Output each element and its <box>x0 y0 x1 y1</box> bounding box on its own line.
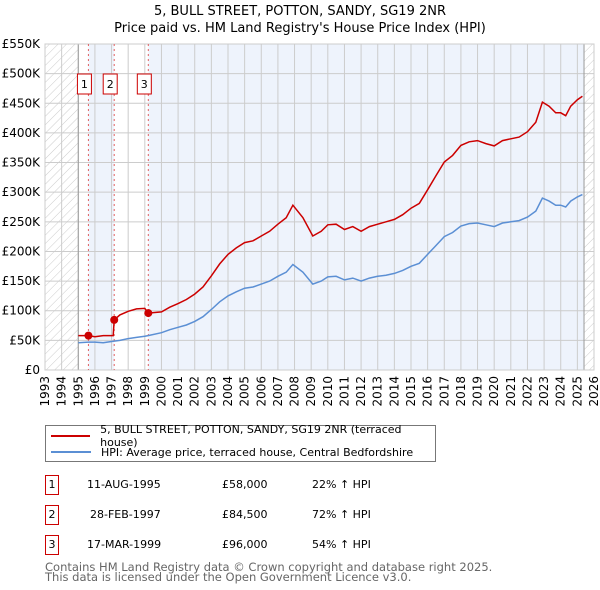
transaction-row: 3 17-MAR-1999 £96,000 54% ↑ HPI <box>45 535 465 557</box>
sale-label: 3 <box>141 78 148 91</box>
y-tick-label: £350K <box>2 156 42 170</box>
y-tick-label: £450K <box>2 96 42 110</box>
hpi-change: 54% ↑ HPI <box>312 538 371 551</box>
x-tick-label: 2025 <box>570 376 584 407</box>
x-tick-label: 2010 <box>321 376 335 407</box>
transaction-row: 2 28-FEB-1997 £84,500 72% ↑ HPI <box>45 505 465 527</box>
x-tick-label: 2002 <box>188 376 202 407</box>
x-tick-label: 2000 <box>154 376 168 407</box>
x-tick-label: 2015 <box>404 376 418 407</box>
sale-point <box>84 331 93 340</box>
sale-price: £96,000 <box>222 538 268 551</box>
y-tick-label: £50K <box>9 333 41 347</box>
x-tick-label: 2023 <box>537 376 551 407</box>
chart-title: 5, BULL STREET, POTTON, SANDY, SG19 2NR <box>153 4 447 19</box>
x-tick-label: 2012 <box>354 376 368 407</box>
x-tick-label: 1993 <box>38 376 52 407</box>
sale-price: £58,000 <box>222 478 268 491</box>
x-tick-label: 2022 <box>520 376 534 407</box>
price-chart: 1 2 3 £0 £50K £100K £150K £200K £250K £300K £350K £… <box>2 37 600 407</box>
plot-border <box>44 43 595 371</box>
x-tick-label: 2007 <box>271 376 285 407</box>
x-tick-label: 2004 <box>221 376 235 407</box>
hpi-change: 22% ↑ HPI <box>312 478 371 491</box>
shaded-band <box>88 44 115 370</box>
x-tick-label: 2018 <box>454 376 468 407</box>
legend: 5, BULL STREET, POTTON, SANDY, SG19 2NR … <box>45 423 436 462</box>
property-price-line <box>78 95 583 338</box>
y-tick-label: £150K <box>2 274 42 288</box>
x-tick-label: 2021 <box>504 376 518 407</box>
y-tick-label: £400K <box>2 126 42 140</box>
y-tick-label: £550K <box>2 37 42 51</box>
x-tick-label: 2003 <box>204 376 218 407</box>
x-tick-label: 1999 <box>138 376 152 407</box>
hpi-line <box>78 193 583 344</box>
y-tick-label: £100K <box>2 304 42 318</box>
x-tick-label: 2014 <box>387 376 401 407</box>
legend-label: 5, BULL STREET, POTTON, SANDY, SG19 2NR … <box>100 423 402 449</box>
sale-label: 1 <box>81 78 88 91</box>
x-tick-label: 2016 <box>421 376 435 407</box>
chart-subtitle: Price paid vs. HM Land Registry's House … <box>114 21 486 36</box>
sale-point <box>144 309 153 318</box>
x-tick-label: 2005 <box>238 376 252 407</box>
sale-date: 11-AUG-1995 <box>87 478 161 491</box>
x-tick-label: 2020 <box>487 376 501 407</box>
x-tick-label: 2008 <box>288 376 302 407</box>
footer-copyright: Contains HM Land Registry data © Crown c… <box>45 560 493 574</box>
legend-label: HPI: Average price, terraced house, Cent… <box>101 445 414 459</box>
x-tick-label: 2024 <box>554 376 568 407</box>
x-tick-label: 2019 <box>471 376 485 407</box>
sale-price: £84,500 <box>222 508 268 521</box>
x-tick-label: 2009 <box>304 376 318 407</box>
sale-label: 2 <box>107 78 114 91</box>
sale-label-box <box>102 73 118 95</box>
x-tick-label: 1996 <box>88 376 102 407</box>
sale-label-box <box>76 73 92 95</box>
sale-label-box <box>136 73 152 95</box>
x-tick-label: 2001 <box>171 376 185 407</box>
y-tick-label: £200K <box>2 244 42 258</box>
footer-licence: This data is licensed under the Open Gov… <box>45 570 412 584</box>
x-tick-label: 1998 <box>121 376 135 407</box>
legend-swatch-blue <box>51 451 91 453</box>
x-tick-label: 1997 <box>105 376 119 407</box>
sale-date: 28-FEB-1997 <box>90 508 161 521</box>
x-tick-label: 2006 <box>254 376 268 407</box>
y-tick-label: £500K <box>2 67 42 81</box>
legend-swatch-red <box>51 435 91 437</box>
shaded-band <box>148 44 585 370</box>
x-tick-label: 1994 <box>55 376 69 407</box>
x-tick-label: 2011 <box>337 376 351 407</box>
y-tick-label: £250K <box>2 215 42 229</box>
sale-point <box>110 315 119 324</box>
legend-item-hpi: HPI: Average price, terraced house, Cent… <box>51 444 413 460</box>
marker-badge: 3 <box>45 535 59 555</box>
hatched-region-after <box>584 44 594 370</box>
x-tick-label: 2017 <box>437 376 451 407</box>
marker-badge: 2 <box>45 505 59 525</box>
transaction-row: 1 11-AUG-1995 £58,000 22% ↑ HPI <box>45 475 465 497</box>
hpi-change: 72% ↑ HPI <box>312 508 371 521</box>
marker-badge: 1 <box>45 475 59 495</box>
x-tick-label: 2013 <box>371 376 385 407</box>
legend-item-property: 5, BULL STREET, POTTON, SANDY, SG19 2NR … <box>51 423 435 449</box>
y-tick-label: £300K <box>2 185 42 199</box>
y-tick-label: £0 <box>25 363 40 377</box>
x-tick-label: 1995 <box>71 376 85 407</box>
sale-date: 17-MAR-1999 <box>87 538 162 551</box>
x-tick-label: 2026 <box>587 376 600 407</box>
